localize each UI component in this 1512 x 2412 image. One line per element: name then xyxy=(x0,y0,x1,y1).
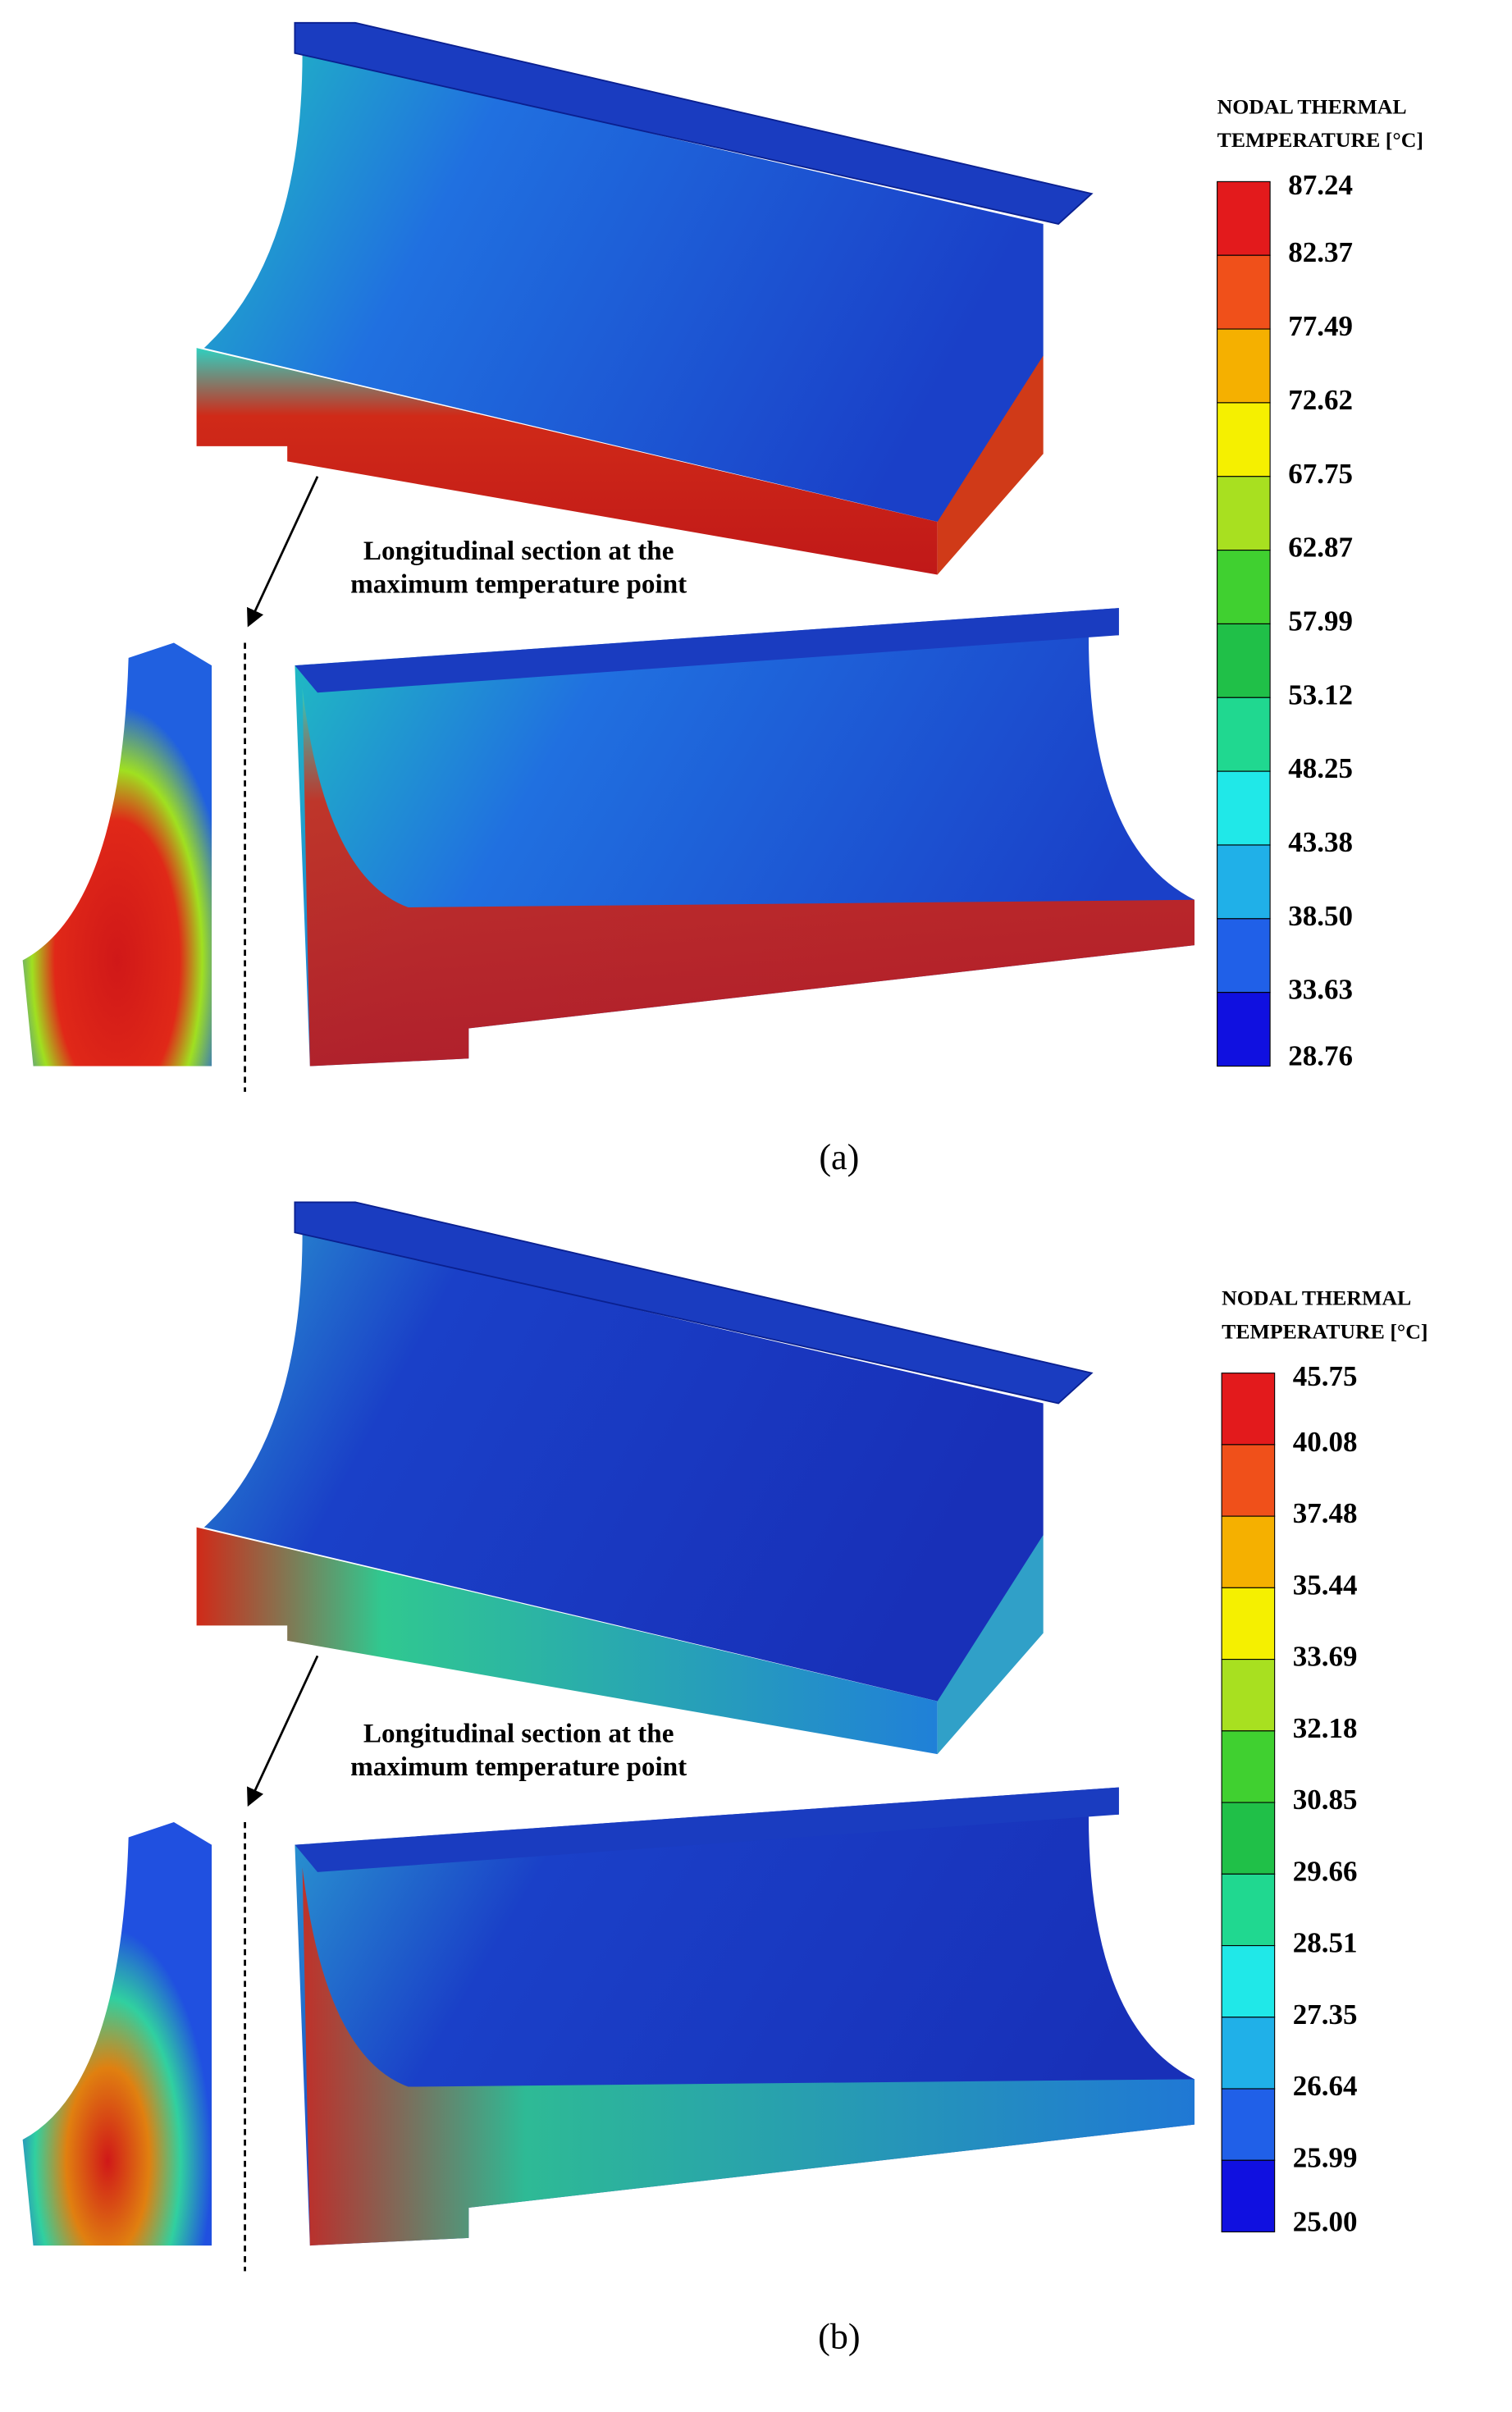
legend-band xyxy=(1221,1444,1276,1517)
legend-title: TEMPERATURE [°C] xyxy=(1222,1319,1427,1343)
legend-band xyxy=(1217,844,1271,920)
legend-band xyxy=(1217,550,1271,624)
legend-band xyxy=(1217,254,1271,330)
beam-end xyxy=(937,1534,1044,1755)
legend-label: 33.69 xyxy=(1293,1641,1358,1673)
legend-band xyxy=(1221,1730,1276,1803)
beam-end xyxy=(937,355,1044,575)
section-left xyxy=(22,642,212,1067)
section-right-hot xyxy=(302,688,1195,1067)
panel-label: (a) xyxy=(819,1137,859,1177)
legend-label: 35.44 xyxy=(1293,1569,1358,1601)
section-left xyxy=(22,1822,212,2246)
legend-label: 72.62 xyxy=(1288,384,1353,416)
legend-label: 37.48 xyxy=(1293,1497,1358,1529)
legend-label: 43.38 xyxy=(1288,826,1353,858)
legend-label: 29.66 xyxy=(1293,1855,1358,1887)
legend-band xyxy=(1221,1802,1276,1875)
legend-band xyxy=(1221,1373,1276,1446)
legend-band xyxy=(1217,402,1271,477)
legend-label: 82.37 xyxy=(1288,236,1353,268)
annotation: Longitudinal section at the xyxy=(363,536,674,566)
legend-band xyxy=(1221,1587,1276,1661)
section-right-flange xyxy=(295,1787,1119,1872)
legend-band xyxy=(1221,1659,1276,1732)
legend-band xyxy=(1221,2088,1276,2161)
legend-band xyxy=(1221,1873,1276,1947)
legend-label: 45.75 xyxy=(1293,1360,1358,1392)
legend-label: 33.63 xyxy=(1288,974,1353,1006)
arrow xyxy=(247,1655,319,1807)
legend-label: 48.25 xyxy=(1288,752,1353,784)
beam-shell xyxy=(203,53,1044,523)
legend-band xyxy=(1217,918,1271,994)
legend-title: NODAL THERMAL xyxy=(1222,1286,1411,1310)
annotation: maximum temperature point xyxy=(350,569,687,600)
beam-flange xyxy=(294,1201,1094,1405)
beam-shell xyxy=(203,1232,1044,1702)
legend-band xyxy=(1221,2017,1276,2090)
beam-rendering xyxy=(22,1201,1195,2272)
beam-rendering xyxy=(22,21,1195,1092)
legend-band xyxy=(1221,1944,1276,2018)
legend-label: 26.64 xyxy=(1293,2070,1358,2102)
legend-band xyxy=(1217,697,1271,772)
beam-slab xyxy=(196,348,938,575)
beam-slab xyxy=(196,1527,938,1755)
legend-label: 28.51 xyxy=(1293,1927,1358,1959)
legend-label: 38.50 xyxy=(1288,900,1353,932)
legend-title: NODAL THERMAL xyxy=(1217,94,1407,118)
legend-label: 32.18 xyxy=(1293,1712,1358,1744)
panel-label: (b) xyxy=(818,2316,861,2356)
legend-label: 40.08 xyxy=(1293,1426,1358,1458)
beam-flange xyxy=(294,21,1094,225)
legend-band xyxy=(1217,623,1271,698)
legend-label: 77.49 xyxy=(1288,310,1353,342)
legend-label: 62.87 xyxy=(1288,532,1353,564)
legend-label: 25.00 xyxy=(1293,2205,1358,2237)
legend-band xyxy=(1217,180,1271,256)
section-right-flange xyxy=(295,608,1119,693)
legend-label: 25.99 xyxy=(1293,2141,1358,2173)
legend-band xyxy=(1221,2159,1276,2233)
annotation: Longitudinal section at the xyxy=(363,1718,674,1748)
legend-band xyxy=(1217,992,1271,1067)
legend-label: 27.35 xyxy=(1293,1999,1358,2031)
legend-label: 57.99 xyxy=(1288,605,1353,637)
legend-title: TEMPERATURE [°C] xyxy=(1217,128,1423,152)
arrow xyxy=(247,476,319,628)
legend-label: 30.85 xyxy=(1293,1784,1358,1816)
legend-label: 28.76 xyxy=(1288,1039,1353,1071)
legend-label: 67.75 xyxy=(1288,458,1353,490)
legend-band xyxy=(1221,1515,1276,1588)
annotation: maximum temperature point xyxy=(350,1752,687,1782)
legend-band xyxy=(1217,328,1271,404)
legend-label: 87.24 xyxy=(1288,169,1353,201)
legend-band xyxy=(1217,770,1271,846)
section-right-hot xyxy=(302,1867,1195,2246)
legend-label: 53.12 xyxy=(1288,678,1353,710)
legend-band xyxy=(1217,476,1271,551)
